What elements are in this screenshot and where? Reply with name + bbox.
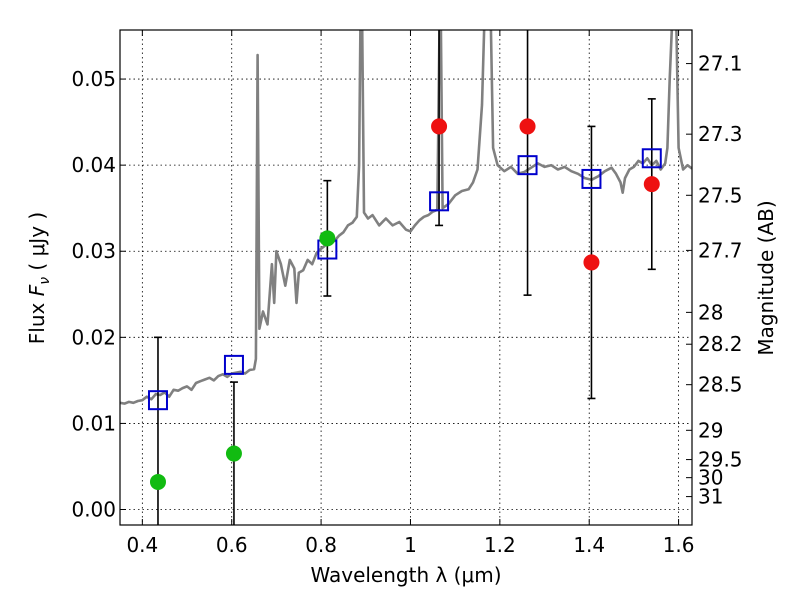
x-axis-label: Wavelength λ (μm)	[310, 563, 501, 587]
model-photometry-square	[581, 168, 602, 189]
x-tick-label: 0.8	[305, 533, 337, 557]
mag-tick-label: 28	[698, 300, 723, 324]
y-axis-label-nu-subscript: ν	[37, 277, 53, 285]
axis-ticks: 0.4 0.6 0.8 1 1.2 1.4 1.6 0.00 0.01 0.02 0.03 0.04 0…	[71, 30, 743, 557]
observed-flux-point	[319, 230, 336, 247]
plot-area	[120, 30, 692, 525]
x-tick-label: 0.6	[216, 533, 248, 557]
y-tick-label: 0.04	[71, 153, 116, 177]
y2-axis-label: Magnitude (AB)	[754, 200, 778, 355]
y-tick-label: 0.00	[71, 498, 116, 522]
y-tick-label: 0.01	[71, 411, 116, 435]
mag-tick-label: 27.1	[698, 52, 743, 76]
y-tick-label: 0.03	[71, 239, 116, 263]
model-photometry-square	[147, 390, 168, 411]
y-tick-label: 0.02	[71, 325, 116, 349]
mag-tick-label: 29	[698, 418, 723, 442]
mag-tick-label: 29.5	[698, 448, 743, 472]
model-photometry-square	[223, 354, 244, 375]
y-axis-label-flux-symbol: F	[25, 284, 49, 296]
mag-tick-label: 27.3	[698, 122, 743, 146]
mag-tick-label: 27.7	[698, 238, 743, 262]
y-axis-label-unit: ( μJy )	[25, 212, 49, 277]
x-tick-label: 1.4	[573, 533, 605, 557]
observed-flux-point	[583, 254, 600, 271]
mag-tick-label: 30	[698, 466, 723, 490]
x-tick-label: 1	[404, 533, 417, 557]
mag-tick-label: 28.5	[698, 373, 743, 397]
plot-series	[120, 30, 692, 525]
y-tick-label: 0.05	[71, 67, 116, 91]
y-axis-label: Flux Fν ( μJy )	[25, 212, 53, 344]
y-axis-label-text: Flux	[25, 296, 49, 344]
mag-tick-label: 27.5	[698, 183, 743, 207]
observed-flux-point	[431, 118, 448, 135]
observed-flux-point	[519, 118, 536, 135]
observed-flux-point	[643, 176, 660, 193]
model-photometry-square	[641, 148, 662, 169]
plot-frame	[119, 29, 693, 526]
model-photometry-square	[517, 155, 538, 176]
x-tick-label: 1.6	[663, 533, 695, 557]
grid-lines	[120, 30, 692, 525]
model-photometry-square	[429, 191, 450, 212]
observed-flux-point	[225, 445, 242, 462]
observed-flux-point	[149, 473, 166, 490]
mag-tick-label: 28.2	[698, 332, 743, 356]
x-tick-label: 1.2	[484, 533, 516, 557]
spectrum-line	[120, 30, 692, 405]
x-tick-label: 0.4	[126, 533, 158, 557]
mag-tick-label: 31	[698, 485, 723, 509]
